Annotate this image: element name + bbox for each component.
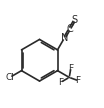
Text: F: F [59,78,64,87]
Text: Cl: Cl [5,73,14,82]
Text: F: F [76,76,81,85]
Text: C: C [66,24,73,34]
Text: N: N [61,33,68,43]
Text: F: F [68,64,73,73]
Text: S: S [72,15,78,25]
